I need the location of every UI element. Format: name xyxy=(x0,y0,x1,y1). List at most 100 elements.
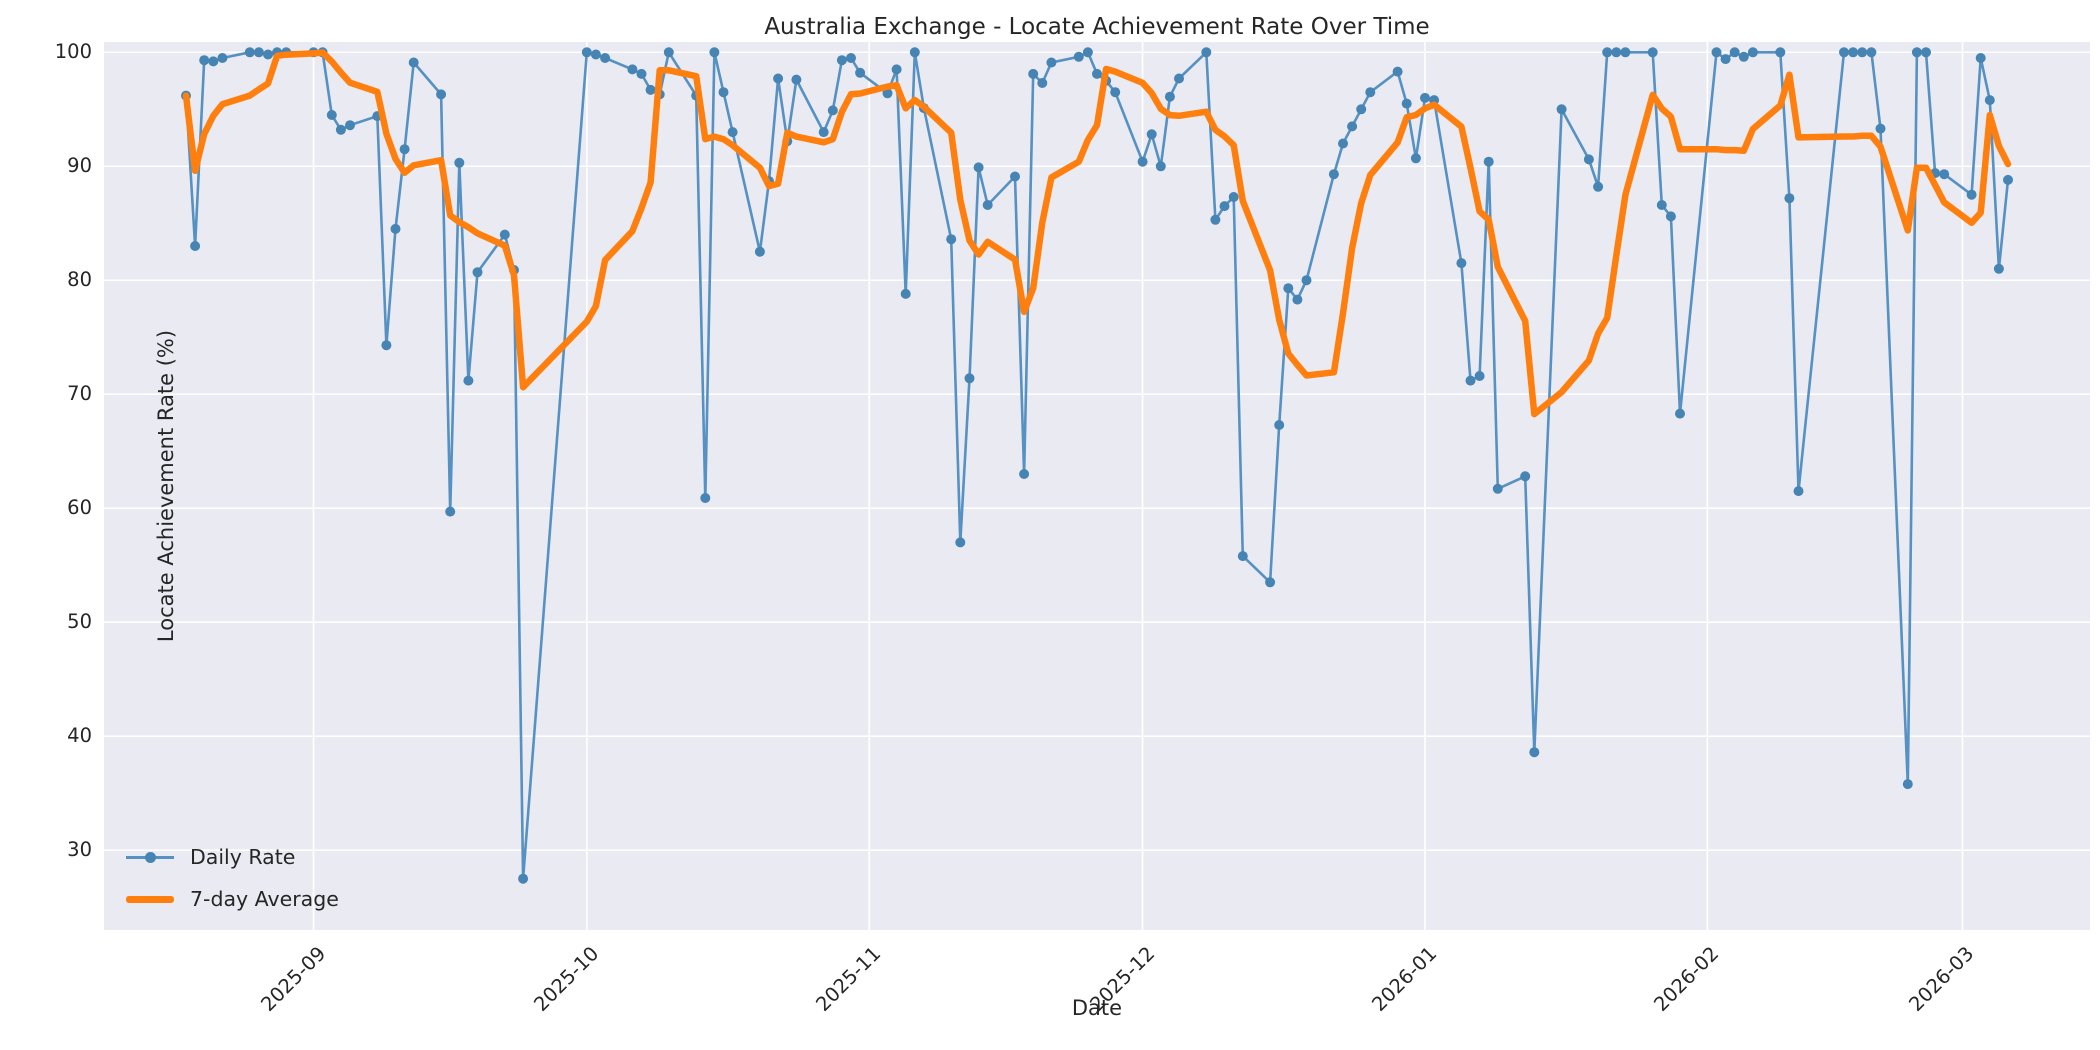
daily-rate-marker xyxy=(1328,169,1339,180)
daily-rate-marker xyxy=(244,47,255,58)
daily-rate-marker xyxy=(1365,87,1376,98)
daily-rate-marker xyxy=(1647,47,1658,58)
daily-rate-marker xyxy=(1474,371,1485,381)
daily-rate-marker xyxy=(1228,192,1239,202)
daily-rate-marker xyxy=(518,873,529,884)
legend: Daily Rate 7-day Average xyxy=(126,836,339,920)
daily-rate-marker xyxy=(1164,91,1175,102)
daily-rate-marker xyxy=(1520,471,1531,482)
daily-rate-marker xyxy=(1747,47,1758,58)
daily-rate-marker xyxy=(1620,47,1631,58)
daily-rate-marker xyxy=(1675,408,1685,419)
daily-rate-marker xyxy=(1921,47,1931,58)
daily-rate-marker xyxy=(1201,47,1212,58)
daily-rate-marker xyxy=(946,234,957,245)
daily-rate-marker xyxy=(1483,156,1494,167)
daily-rate-marker xyxy=(1347,121,1358,132)
daily-rate-marker xyxy=(754,246,765,257)
daily-rate-marker xyxy=(463,375,474,386)
daily-rate-marker xyxy=(335,124,346,135)
daily-rate-marker xyxy=(1866,47,1877,58)
daily-rate-marker xyxy=(190,241,201,251)
daily-rate-marker xyxy=(1857,47,1868,58)
daily-rate-marker xyxy=(846,53,856,63)
daily-rate-marker xyxy=(882,88,893,99)
daily-rate-marker xyxy=(827,105,838,116)
daily-rate-marker xyxy=(1392,66,1403,77)
daily-rate-marker xyxy=(891,64,902,75)
daily-rate-marker xyxy=(709,47,720,58)
daily-rate-marker xyxy=(199,55,210,66)
y-tick-label: 100 xyxy=(54,40,92,64)
daily-rate-marker xyxy=(1037,78,1048,88)
daily-rate-marker xyxy=(1793,486,1804,497)
daily-rate-marker xyxy=(1993,263,2004,274)
daily-rate-line xyxy=(184,50,2010,881)
daily-rate-marker xyxy=(1902,779,1913,790)
daily-rate-marker xyxy=(727,127,738,138)
daily-rate-marker xyxy=(1420,92,1430,103)
seven-day-average-line xyxy=(182,49,2012,418)
daily-rate-marker xyxy=(1656,200,1667,210)
daily-rate-marker xyxy=(1019,469,1030,479)
y-tick-label: 50 xyxy=(67,610,92,634)
daily-rate-marker xyxy=(1155,161,1166,172)
legend-item-daily-rate: Daily Rate xyxy=(126,836,339,878)
plot-area xyxy=(104,42,2090,930)
daily-rate-marker xyxy=(1611,47,1622,58)
y-tick-label: 80 xyxy=(67,268,92,292)
daily-rate-marker xyxy=(1720,54,1731,65)
daily-rate-marker xyxy=(1137,156,1148,167)
daily-rate-marker xyxy=(1465,375,1476,386)
daily-rate-marker xyxy=(645,84,656,95)
daily-rate-marker xyxy=(636,68,647,79)
daily-rate-marker xyxy=(718,87,729,98)
daily-rate-marker xyxy=(818,127,829,138)
daily-rate-marker xyxy=(581,47,592,58)
daily-rate-marker xyxy=(326,110,337,120)
daily-rate-marker xyxy=(955,537,966,548)
daily-rate-marker xyxy=(590,49,601,60)
daily-rate-marker xyxy=(217,53,228,63)
daily-rate-marker xyxy=(399,144,410,155)
daily-rate-marker xyxy=(1593,181,1604,192)
daily-rate-marker xyxy=(1265,577,1276,588)
daily-rate-marker xyxy=(600,53,611,63)
daily-rate-marker xyxy=(1966,189,1977,200)
daily-rate-marker xyxy=(855,67,866,78)
daily-rate-marker xyxy=(1073,51,1084,62)
y-axis-label: Locate Achievement Rate (%) xyxy=(154,329,179,643)
daily-rate-marker xyxy=(1875,123,1886,134)
daily-rate-marker xyxy=(1984,95,1995,106)
daily-rate-marker xyxy=(1410,153,1421,164)
daily-rate-marker xyxy=(1283,283,1294,294)
daily-rate-marker xyxy=(1456,258,1467,269)
daily-rate-marker xyxy=(700,493,711,503)
daily-rate-marker xyxy=(1401,98,1412,109)
daily-rate-marker xyxy=(1219,201,1230,212)
daily-rate-marker xyxy=(208,56,219,67)
daily-rate-marker xyxy=(1110,87,1121,98)
y-tick-label: 70 xyxy=(67,382,92,406)
daily-rate-marker xyxy=(791,74,802,85)
daily-rate-marker xyxy=(1028,68,1039,79)
daily-rate-marker xyxy=(2003,174,2013,185)
daily-rate-marker xyxy=(1301,275,1312,286)
y-tick-label: 30 xyxy=(67,838,92,862)
daily-rate-marker xyxy=(381,340,392,351)
daily-rate-marker xyxy=(1848,47,1859,58)
daily-rate-marker xyxy=(345,120,355,131)
daily-rate-marker xyxy=(1338,138,1348,149)
daily-rate-marker xyxy=(1292,294,1303,305)
daily-rate-marker xyxy=(408,57,419,68)
daily-rate-marker xyxy=(1729,47,1740,58)
daily-rate-marker xyxy=(663,47,674,58)
daily-rate-marker xyxy=(836,55,847,66)
daily-rate-marker xyxy=(627,64,638,75)
chart-title: Australia Exchange - Locate Achievement … xyxy=(764,14,1430,40)
daily-rate-marker xyxy=(472,267,483,278)
daily-rate-marker xyxy=(1492,483,1503,494)
daily-rate-marker xyxy=(1839,47,1849,58)
